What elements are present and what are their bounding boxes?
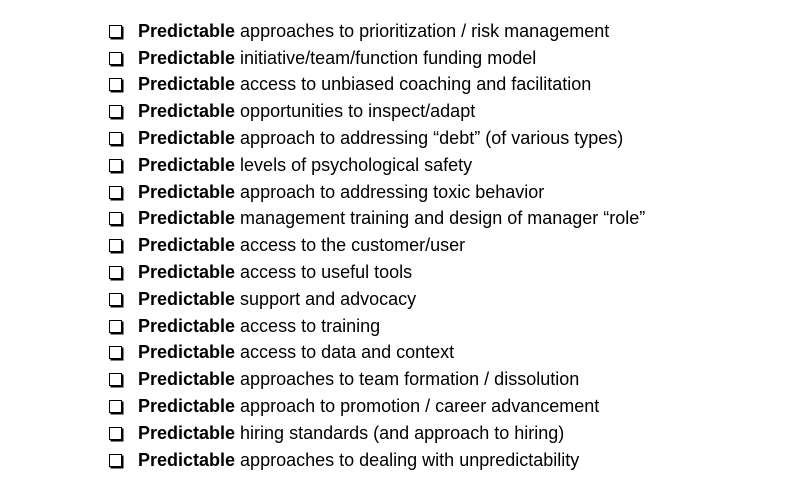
- checkbox-icon[interactable]: [109, 319, 122, 333]
- checkbox-icon[interactable]: [109, 426, 122, 440]
- checkbox-icon[interactable]: [109, 132, 122, 146]
- checkbox-icon[interactable]: [109, 266, 122, 280]
- item-text: levels of psychological safety: [240, 154, 473, 175]
- checklist-item: Predictable hiring standards (and approac…: [109, 420, 645, 447]
- checkbox-icon[interactable]: [109, 24, 122, 38]
- item-text: approach to promotion / career advanceme…: [240, 396, 600, 417]
- checklist-item: Predictable approach to addressing “debt”…: [109, 125, 645, 152]
- checklist-item: Predictable approaches to team formation …: [109, 366, 645, 393]
- item-text: access to the customer/user: [240, 235, 466, 256]
- item-keyword: Predictable: [138, 422, 236, 443]
- item-keyword: Predictable: [138, 20, 236, 41]
- item-text: management training and design of manage…: [240, 208, 646, 229]
- item-keyword: Predictable: [138, 449, 236, 470]
- checkbox-icon[interactable]: [109, 453, 122, 467]
- checkbox-icon[interactable]: [109, 185, 122, 199]
- checklist-item: Predictable opportunities to inspect/adap…: [109, 98, 645, 125]
- checkbox-icon[interactable]: [109, 51, 122, 65]
- checkbox-icon[interactable]: [109, 292, 122, 306]
- item-text: access to useful tools: [240, 262, 413, 283]
- item-keyword: Predictable: [138, 154, 236, 175]
- item-keyword: Predictable: [138, 74, 236, 95]
- checklist-item: Predictable approaches to dealing with un…: [109, 447, 645, 474]
- checkbox-icon[interactable]: [109, 158, 122, 172]
- item-keyword: Predictable: [138, 128, 236, 149]
- item-text: access to unbiased coaching and facilita…: [240, 74, 592, 95]
- checklist-item: Predictable approaches to prioritization …: [109, 18, 645, 45]
- checklist-item: Predictable access to training: [109, 313, 645, 340]
- item-keyword: Predictable: [138, 369, 236, 390]
- item-keyword: Predictable: [138, 342, 236, 363]
- checklist-item: Predictable access to unbiased coaching a…: [109, 72, 645, 99]
- checkbox-icon[interactable]: [109, 78, 122, 92]
- item-text: support and advocacy: [240, 288, 417, 309]
- checklist-item: Predictable access to the customer/user: [109, 232, 645, 259]
- item-keyword: Predictable: [138, 208, 236, 229]
- item-text: initiative/team/function funding model: [240, 47, 537, 68]
- checklist: Predictable approaches to prioritization …: [109, 18, 645, 474]
- item-text: access to data and context: [240, 342, 455, 363]
- item-text: opportunities to inspect/adapt: [240, 101, 476, 122]
- checklist-item: Predictable access to useful tools: [109, 259, 645, 286]
- checkbox-icon[interactable]: [109, 239, 122, 253]
- item-text: approach to addressing toxic behavior: [240, 181, 545, 202]
- checkbox-icon[interactable]: [109, 400, 122, 414]
- item-text: approaches to prioritization / risk mana…: [240, 20, 610, 41]
- item-keyword: Predictable: [138, 47, 236, 68]
- item-text: hiring standards (and approach to hiring…: [240, 422, 565, 443]
- checklist-item: Predictable access to data and context: [109, 340, 645, 367]
- checkbox-icon[interactable]: [109, 105, 122, 119]
- checkbox-icon[interactable]: [109, 346, 122, 360]
- item-keyword: Predictable: [138, 396, 236, 417]
- item-text: approach to addressing “debt” (of variou…: [240, 128, 624, 149]
- item-keyword: Predictable: [138, 101, 236, 122]
- checklist-item: Predictable management training and desig…: [109, 206, 645, 233]
- checklist-item: Predictable approach to promotion / caree…: [109, 393, 645, 420]
- item-text: access to training: [240, 315, 381, 336]
- checklist-item: Predictable levels of psychological safet…: [109, 152, 645, 179]
- checklist-item: Predictable support and advocacy: [109, 286, 645, 313]
- checkbox-icon[interactable]: [109, 212, 122, 226]
- item-keyword: Predictable: [138, 288, 236, 309]
- item-keyword: Predictable: [138, 235, 236, 256]
- item-keyword: Predictable: [138, 315, 236, 336]
- item-text: approaches to dealing with unpredictabil…: [240, 449, 580, 470]
- item-keyword: Predictable: [138, 181, 236, 202]
- item-text: approaches to team formation / dissoluti…: [240, 369, 580, 390]
- checklist-item: Predictable approach to addressing toxic …: [109, 179, 645, 206]
- checkbox-icon[interactable]: [109, 373, 122, 387]
- checklist-item: Predictable initiative/team/function fund…: [109, 45, 645, 72]
- item-keyword: Predictable: [138, 262, 236, 283]
